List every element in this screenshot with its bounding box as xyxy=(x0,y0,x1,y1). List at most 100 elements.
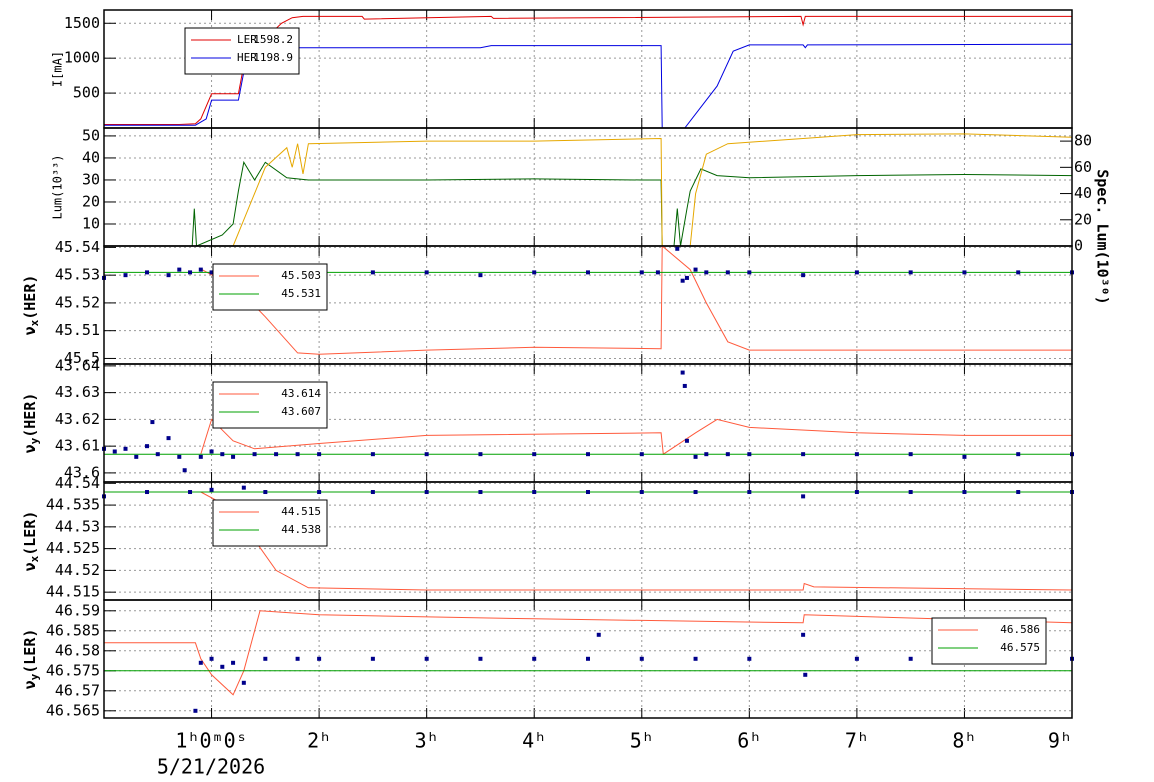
data-point xyxy=(747,656,752,661)
y-tick-label: 500 xyxy=(73,84,100,102)
y-tick-label: 30 xyxy=(82,170,100,188)
data-point xyxy=(854,490,859,495)
data-point xyxy=(123,446,128,451)
legend-value: 45.531 xyxy=(281,287,321,300)
x-tick-label: 8ʰ xyxy=(952,729,976,753)
data-point xyxy=(123,273,128,278)
data-point xyxy=(193,708,198,713)
date-label: 5/21/2026 xyxy=(157,755,265,779)
data-point xyxy=(370,490,375,495)
y-tick-label: 43.6 xyxy=(64,463,100,481)
y-tick-label: 45.54 xyxy=(55,238,100,256)
data-point xyxy=(263,490,268,495)
data-point xyxy=(209,270,214,275)
data-point xyxy=(145,490,150,495)
y-tick-label: 45.53 xyxy=(55,266,100,284)
data-point xyxy=(693,454,698,459)
y-tick-label: 46.585 xyxy=(46,621,100,639)
data-point xyxy=(150,420,155,425)
y-tick-label: 46.575 xyxy=(46,661,100,679)
data-point xyxy=(424,270,429,275)
data-point xyxy=(370,270,375,275)
data-point xyxy=(263,656,268,661)
data-point xyxy=(317,656,322,661)
panel-frame xyxy=(103,127,1073,247)
legend-box xyxy=(212,263,328,311)
data-point xyxy=(586,270,590,275)
y-axis-label: νy(LER) xyxy=(21,629,42,690)
y-tick-label: 45.52 xyxy=(55,293,100,311)
data-point xyxy=(586,452,590,457)
data-point xyxy=(177,454,182,459)
legend-box xyxy=(931,617,1047,665)
legend-value: 46.575 xyxy=(1000,641,1040,654)
data-point xyxy=(803,672,808,677)
data-point xyxy=(962,454,967,459)
data-point xyxy=(220,452,225,457)
data-point xyxy=(675,246,680,251)
data-point xyxy=(747,270,752,275)
data-point xyxy=(801,494,806,499)
y2-tick-label: 80 xyxy=(1074,132,1092,150)
data-point xyxy=(241,485,246,490)
data-point xyxy=(908,656,913,661)
data-point xyxy=(478,656,483,661)
data-point xyxy=(317,490,322,495)
data-point xyxy=(209,656,214,661)
data-point xyxy=(586,490,590,495)
y-tick-label: 44.515 xyxy=(46,583,100,601)
legend-value: 44.515 xyxy=(281,505,321,518)
data-point xyxy=(155,452,160,457)
data-point xyxy=(854,656,859,661)
y-tick-label: 44.535 xyxy=(46,496,100,514)
y-tick-label: 45.5 xyxy=(64,349,100,367)
data-point xyxy=(1016,490,1021,495)
series-line xyxy=(104,15,1072,125)
data-point xyxy=(188,490,193,495)
x-tick-label: 6ʰ xyxy=(737,729,761,753)
legend-value: 45.503 xyxy=(281,269,321,282)
x-tick-label: 2ʰ xyxy=(307,729,331,753)
y-tick-label: 20 xyxy=(82,192,100,210)
x-tick-label: 3ʰ xyxy=(415,729,439,753)
legend-value: 43.607 xyxy=(281,405,321,418)
y-tick-label: 44.54 xyxy=(55,474,100,492)
y-tick-label: 43.61 xyxy=(55,437,100,455)
y-tick-label: 10 xyxy=(82,214,100,232)
data-point xyxy=(639,656,644,661)
data-point xyxy=(1016,270,1021,275)
data-point xyxy=(198,267,203,272)
y-tick-label: 46.57 xyxy=(55,681,100,699)
data-point xyxy=(704,452,709,457)
data-point xyxy=(532,490,537,495)
data-point xyxy=(252,452,257,457)
data-point xyxy=(682,383,687,388)
data-point xyxy=(704,270,709,275)
y-tick-label: 44.53 xyxy=(55,517,100,535)
data-point xyxy=(655,270,660,275)
data-point xyxy=(370,452,375,457)
y-tick-label: 1000 xyxy=(64,49,100,67)
data-point xyxy=(532,452,537,457)
series-line xyxy=(191,160,1073,247)
data-point xyxy=(639,452,644,457)
legend-value: 46.586 xyxy=(1000,623,1040,636)
data-point xyxy=(801,452,806,457)
data-point xyxy=(478,452,483,457)
y-tick-label: 1500 xyxy=(64,14,100,32)
data-point xyxy=(209,449,214,454)
data-point xyxy=(693,267,698,272)
data-point xyxy=(317,452,322,457)
y-axis-label: νy(HER) xyxy=(21,393,42,454)
data-point xyxy=(166,273,171,278)
data-point xyxy=(693,656,698,661)
data-point xyxy=(684,275,689,280)
legend-value: 1598.2 xyxy=(253,33,293,46)
data-point xyxy=(684,438,689,443)
data-point xyxy=(424,452,429,457)
data-point xyxy=(145,270,150,275)
legend-value: 44.538 xyxy=(281,523,321,536)
y-tick-label: 46.58 xyxy=(55,641,100,659)
data-point xyxy=(747,490,752,495)
